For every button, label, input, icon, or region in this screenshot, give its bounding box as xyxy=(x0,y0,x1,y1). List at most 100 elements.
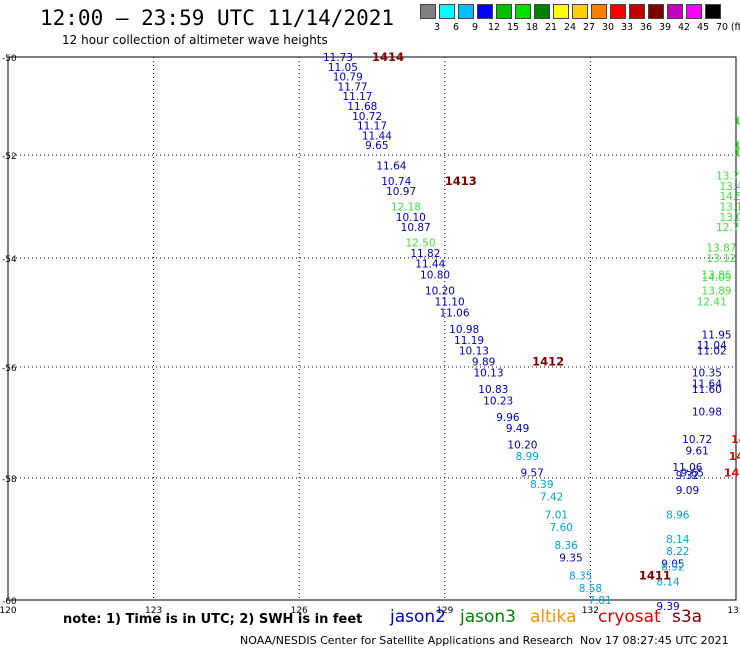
swh-value: 9.89 xyxy=(472,357,495,369)
pass-number: 1411 xyxy=(639,569,671,583)
lon-label: 126 xyxy=(291,606,308,616)
swh-value: 8.36 xyxy=(554,540,578,552)
swh-value: 7.60 xyxy=(550,522,573,534)
scale-swatch xyxy=(667,4,683,19)
swh-value: 7.42 xyxy=(540,491,563,503)
satellite-legend-jason3: jason3 xyxy=(460,607,516,627)
swh-value: 11.10 xyxy=(435,297,465,309)
lat-label: -52 xyxy=(2,152,17,162)
swh-value: 9.61 xyxy=(685,445,708,457)
swh-value: 10.80 xyxy=(420,269,450,281)
swh-value: 7.01 xyxy=(545,510,568,522)
swh-value: 12.50 xyxy=(406,238,436,250)
swh-value-edge: 15 xyxy=(734,115,740,128)
swh-value: 10.72 xyxy=(352,111,382,123)
satellite-legend-s3a: s3a xyxy=(672,607,703,627)
swh-value: 12.74 xyxy=(716,222,740,234)
scale-swatch xyxy=(591,4,607,19)
swh-value: 11.44 xyxy=(415,258,445,270)
lon-label: 129 xyxy=(436,606,453,616)
swh-value: 11.05 xyxy=(328,62,358,74)
scale-swatch xyxy=(553,4,569,19)
scale-label: 27 xyxy=(582,22,596,33)
swh-value: 11.04 xyxy=(697,340,727,352)
generated-timestamp: Nov 17 08:27:45 UTC 2021 xyxy=(580,634,729,647)
swh-value: 9.65 xyxy=(365,140,388,152)
scale-swatch xyxy=(648,4,664,19)
swh-value: 9.96 xyxy=(496,412,520,424)
swh-value: 9.39 xyxy=(656,601,679,613)
pass-number: 1414 xyxy=(372,50,404,64)
swh-value: 11.73 xyxy=(323,52,353,64)
scale-swatch xyxy=(610,4,626,19)
lat-label: -50 xyxy=(2,54,17,64)
swh-value: 10.98 xyxy=(692,406,722,418)
pass-number: 1412 xyxy=(532,355,564,369)
swh-value: 8.92 xyxy=(661,561,684,573)
swh-value-edge: 15 xyxy=(734,147,740,160)
swh-value-edge: 14 xyxy=(724,466,740,479)
swh-value: 10.87 xyxy=(401,222,431,234)
swh-value: 9.05 xyxy=(661,558,684,570)
scale-swatch xyxy=(686,4,702,19)
swh-value: 13.4 xyxy=(719,181,740,193)
swh-value: 10.79 xyxy=(333,72,363,84)
lon-label: 132 xyxy=(582,606,599,616)
swh-value: 11.95 xyxy=(702,329,732,341)
scale-label: 70 xyxy=(715,22,729,33)
scale-label: 39 xyxy=(658,22,672,33)
satellite-legend-altika: altika xyxy=(530,607,577,627)
swh-value: 13.85 xyxy=(702,269,732,281)
scale-label: 9 xyxy=(471,22,479,33)
map-subtitle: 12 hour collection of altimeter wave hei… xyxy=(62,33,328,47)
scale-label: 42 xyxy=(677,22,691,33)
swh-value: 8.35 xyxy=(569,571,592,583)
swh-value: 10.10 xyxy=(396,212,426,224)
scale-swatch xyxy=(534,4,550,19)
lat-label: -58 xyxy=(2,475,17,485)
swh-value: 10.13 xyxy=(473,368,503,380)
scale-swatch xyxy=(458,4,474,19)
swh-value: 10.72 xyxy=(682,434,712,446)
swh-value: 10.74 xyxy=(381,176,411,188)
swh-value: 13.1 xyxy=(719,202,740,214)
swh-value: 11.44 xyxy=(362,130,392,142)
swh-value: 11.02 xyxy=(697,346,727,358)
swh-value: 9.32 xyxy=(676,470,699,482)
swh-value: 11.17 xyxy=(357,121,387,133)
swh-value-edge: 14 xyxy=(731,433,740,446)
swh-value: 11.64 xyxy=(376,160,406,172)
scale-unit: (ft) xyxy=(730,22,740,33)
swh-value: 9.09 xyxy=(676,485,699,497)
swh-value: 11.19 xyxy=(454,335,484,347)
swh-value: 8.14 xyxy=(656,577,680,589)
lat-label: -56 xyxy=(2,364,17,374)
scale-label: 24 xyxy=(563,22,577,33)
swh-value: 8.99 xyxy=(516,451,539,463)
scale-swatch xyxy=(705,4,721,19)
swh-value: 8.39 xyxy=(530,479,553,491)
swh-value: 8.96 xyxy=(666,510,690,522)
lat-label: -60 xyxy=(2,597,17,607)
map-frame xyxy=(7,56,737,601)
swh-value: 13.89 xyxy=(702,286,732,298)
satellite-legend-cryosat: cryosat xyxy=(598,607,661,627)
swh-value-edge: 15 xyxy=(734,139,740,152)
swh-value: 14.09 xyxy=(702,272,732,284)
scale-label: 21 xyxy=(544,22,558,33)
scale-label: 18 xyxy=(525,22,539,33)
lat-label: -54 xyxy=(2,255,17,265)
scale-label: 33 xyxy=(620,22,634,33)
swh-value: 8.14 xyxy=(666,534,690,546)
swh-value: 9.35 xyxy=(559,552,582,564)
scale-label: 36 xyxy=(639,22,653,33)
scale-label: 15 xyxy=(506,22,520,33)
swh-value: 10.98 xyxy=(449,324,479,336)
scale-swatch xyxy=(515,4,531,19)
scale-label: 45 xyxy=(696,22,710,33)
swh-value: 7.81 xyxy=(588,595,611,607)
swh-value: 11.17 xyxy=(342,91,372,103)
swh-value: 14.5 xyxy=(719,191,740,203)
swh-value: 9.65 xyxy=(681,467,704,479)
scale-swatch xyxy=(572,4,588,19)
